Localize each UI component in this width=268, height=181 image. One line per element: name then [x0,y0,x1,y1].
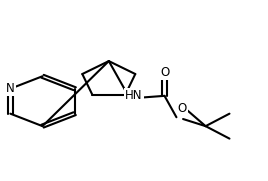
Text: O: O [178,102,187,115]
Text: N: N [6,82,15,95]
Text: HN: HN [125,89,143,102]
Text: O: O [160,66,169,79]
